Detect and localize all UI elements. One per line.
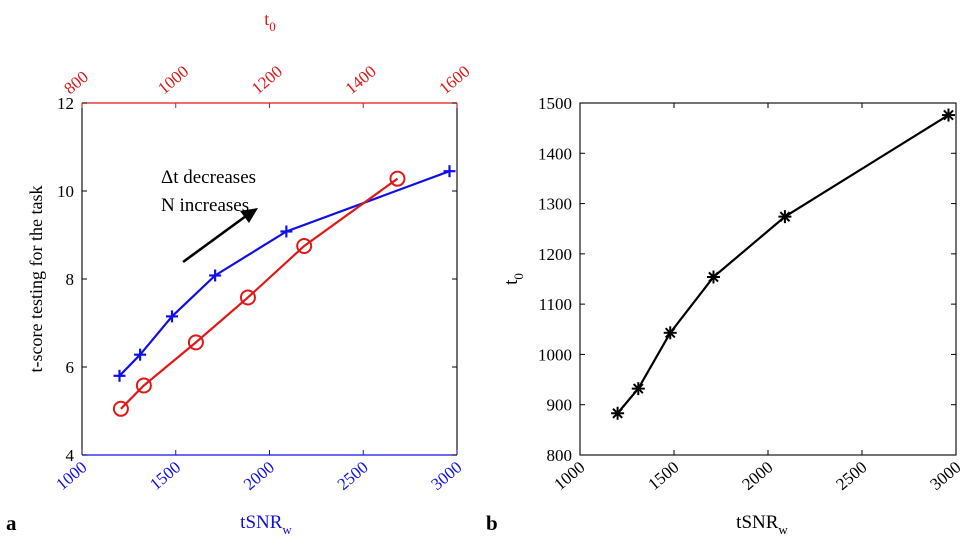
panel-a-ylabel: t-score testing for the task bbox=[26, 186, 46, 373]
panel-b-ytick-label: 1300 bbox=[538, 195, 572, 214]
annotation-line-2: N increases bbox=[161, 195, 249, 216]
panel-b-series-point bbox=[706, 270, 720, 284]
panel-b-series-point bbox=[611, 406, 625, 420]
panel-a-series-1-line bbox=[118, 170, 450, 377]
panel-a-series-1-point bbox=[166, 310, 178, 323]
panel-a-ytick-label: 6 bbox=[66, 358, 75, 377]
panel-a-bottom-axis-label: tSNRw bbox=[240, 512, 292, 537]
panel-a-series-2-point bbox=[135, 377, 152, 394]
panel-b-series-point-arm bbox=[779, 211, 791, 222]
panel-a-series bbox=[112, 165, 456, 417]
panel-b-series bbox=[611, 108, 955, 420]
panel-b-ytick-label: 900 bbox=[547, 396, 573, 415]
panel-a-series-1-point bbox=[280, 225, 293, 238]
panel-a-series-1-point bbox=[113, 369, 126, 382]
panel-b-ytick-label: 800 bbox=[547, 446, 573, 465]
panel-b-xlabel: tSNRw bbox=[736, 512, 788, 537]
panel-a-label: a bbox=[6, 511, 17, 535]
annotation-arrow bbox=[182, 208, 258, 264]
panel-a-xtick-label: 2000 bbox=[240, 458, 278, 494]
panel-a-xtick-label: 1500 bbox=[146, 458, 184, 494]
panel-a-series-2-point bbox=[239, 289, 256, 306]
panel-a-series-2-point bbox=[187, 334, 204, 351]
panel-a-xtick-label: 3000 bbox=[427, 458, 465, 494]
panel-a-series-2-point bbox=[389, 170, 406, 187]
panel-b-series-point bbox=[941, 108, 955, 122]
panel-b-series-point-arm bbox=[632, 383, 644, 394]
panel-a-series-1-point bbox=[443, 165, 456, 178]
panel-a-ytick-label: 4 bbox=[66, 446, 75, 465]
panel-a-series-2-point bbox=[296, 238, 313, 254]
panel-b-series-point bbox=[663, 326, 677, 340]
panel-b-series-point bbox=[778, 210, 792, 224]
panel-a-series-1-point bbox=[209, 269, 222, 282]
panel-a-series-1-point bbox=[134, 348, 147, 361]
panel-b-xtick-label: 1500 bbox=[644, 458, 682, 494]
panel-b-ytick-label: 1100 bbox=[539, 295, 572, 314]
panel-b-xtick-label: 3000 bbox=[926, 458, 964, 494]
panel-a-top-axis-label: t0 bbox=[264, 9, 276, 34]
panel-b-series-point-arm bbox=[612, 407, 623, 419]
panel-a-ytick-label: 10 bbox=[57, 182, 74, 201]
panel-a-xtick-label: 2500 bbox=[334, 458, 372, 494]
panel-b-ytick-label: 1500 bbox=[538, 94, 572, 113]
panel-b-ytick-label: 1000 bbox=[538, 345, 572, 364]
panel-b-series-point bbox=[631, 382, 645, 396]
panel-a-ytick-label: 12 bbox=[57, 94, 74, 113]
panel-a-series-2-line bbox=[120, 177, 399, 410]
panel-a-series-2-point bbox=[112, 400, 129, 417]
panel-b-ytick-label: 1400 bbox=[538, 144, 572, 163]
panel-b-plot-area bbox=[579, 102, 957, 456]
panel-a-top-tick-label: 1400 bbox=[342, 62, 380, 98]
panel-a-top-tick-label: 1200 bbox=[248, 62, 286, 98]
panel-a-top-tick-label: 1000 bbox=[154, 62, 192, 98]
panel-b-ylabel: t0 bbox=[501, 273, 526, 285]
panel-b-series-point-arm bbox=[664, 327, 676, 339]
panel-b-series-point-arm bbox=[708, 271, 719, 283]
panel-b-xtick-label: 2000 bbox=[738, 458, 776, 494]
panel-a-xtick-label: 1000 bbox=[52, 458, 90, 494]
panel-b-series-point-arm bbox=[943, 109, 954, 121]
annotation-line-1: Δt decreases bbox=[161, 167, 256, 188]
panel-a-top-tick-label: 1600 bbox=[435, 62, 473, 98]
panel-b-ytick-label: 1200 bbox=[538, 245, 572, 264]
panel-b-xtick-label: 2500 bbox=[832, 458, 870, 494]
panel-a-ytick-label: 8 bbox=[66, 270, 75, 289]
panel-b-label: b bbox=[486, 511, 498, 535]
